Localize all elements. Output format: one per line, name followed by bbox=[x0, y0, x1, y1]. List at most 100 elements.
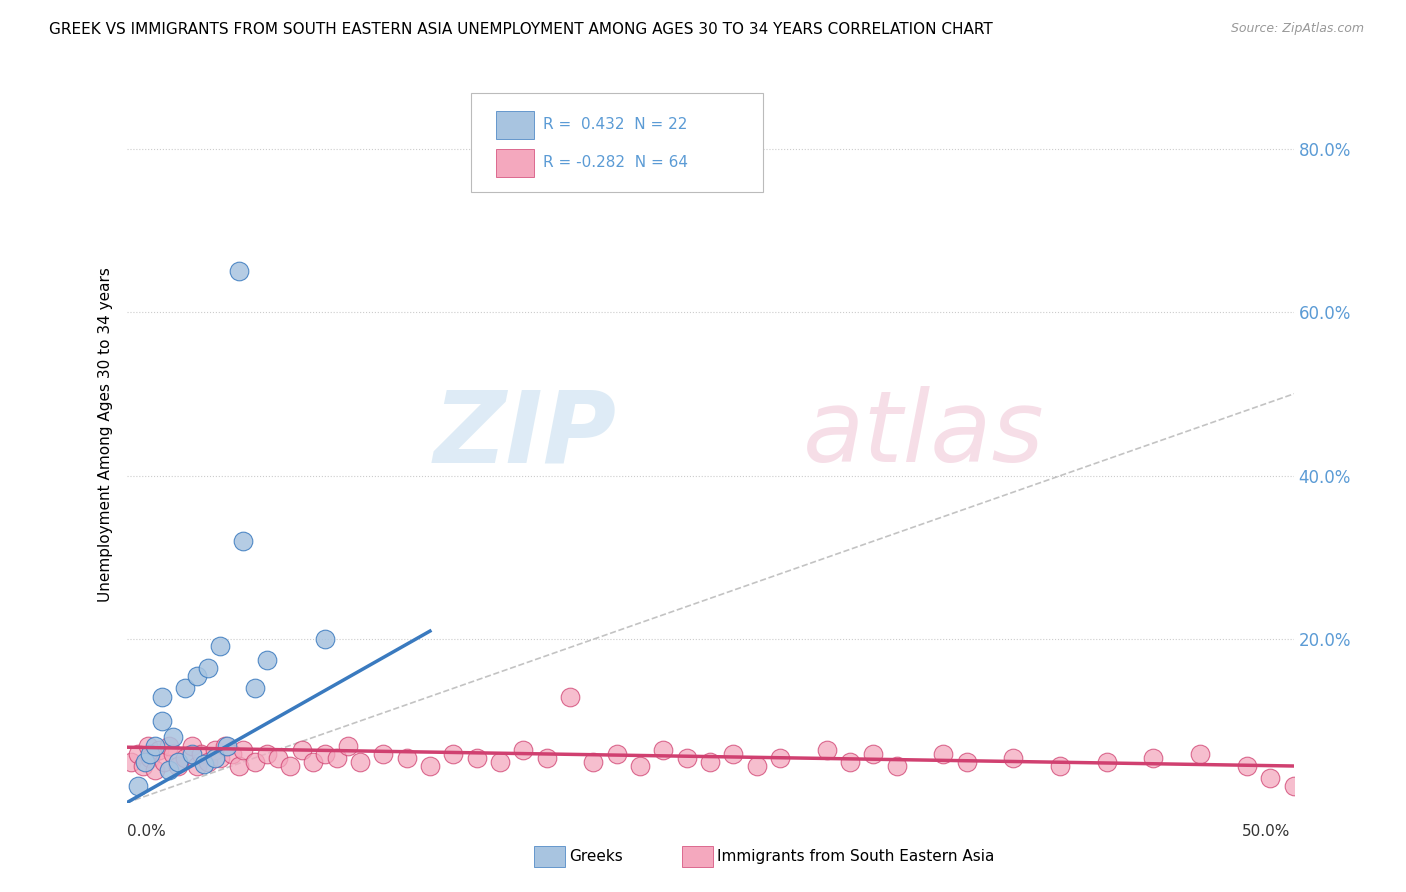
Point bbox=[290, 742, 312, 756]
Point bbox=[150, 690, 173, 704]
Point bbox=[120, 755, 142, 769]
Point bbox=[278, 759, 301, 773]
Point bbox=[186, 669, 208, 683]
Point bbox=[862, 747, 884, 761]
Text: Immigrants from South Eastern Asia: Immigrants from South Eastern Asia bbox=[717, 849, 994, 863]
Point bbox=[162, 731, 184, 745]
FancyBboxPatch shape bbox=[496, 149, 534, 178]
Point bbox=[127, 780, 149, 794]
Point bbox=[228, 264, 250, 278]
Point bbox=[232, 742, 254, 756]
Point bbox=[134, 755, 156, 769]
Point bbox=[208, 751, 231, 765]
Point bbox=[167, 759, 190, 773]
Point bbox=[373, 747, 395, 761]
Point bbox=[256, 653, 278, 667]
Point bbox=[267, 751, 290, 765]
Point bbox=[652, 742, 675, 756]
Text: 0.0%: 0.0% bbox=[127, 824, 166, 838]
Point bbox=[1095, 755, 1118, 769]
Point bbox=[302, 755, 325, 769]
Point bbox=[132, 759, 155, 773]
Point bbox=[232, 534, 254, 549]
Point bbox=[204, 751, 226, 765]
Point bbox=[1142, 751, 1164, 765]
Point bbox=[150, 714, 173, 728]
Point bbox=[143, 739, 166, 753]
Point bbox=[190, 747, 212, 761]
Point bbox=[1002, 751, 1025, 765]
Point bbox=[197, 661, 219, 675]
Point bbox=[1236, 759, 1258, 773]
Point bbox=[1189, 747, 1212, 761]
Point bbox=[127, 747, 149, 761]
FancyBboxPatch shape bbox=[496, 111, 534, 139]
Point bbox=[186, 759, 208, 773]
Point bbox=[699, 755, 721, 769]
Point bbox=[208, 639, 231, 653]
Point bbox=[1282, 780, 1305, 794]
Point bbox=[1258, 771, 1281, 786]
Text: R =  0.432  N = 22: R = 0.432 N = 22 bbox=[543, 117, 688, 132]
Y-axis label: Unemployment Among Ages 30 to 34 years: Unemployment Among Ages 30 to 34 years bbox=[97, 268, 112, 602]
Point bbox=[349, 755, 371, 769]
Point bbox=[839, 755, 862, 769]
Point bbox=[325, 751, 347, 765]
Point bbox=[143, 763, 166, 777]
Text: 50.0%: 50.0% bbox=[1243, 824, 1291, 838]
Point bbox=[180, 747, 202, 761]
Point bbox=[314, 632, 336, 647]
Point bbox=[582, 755, 605, 769]
Point bbox=[180, 739, 202, 753]
Point bbox=[395, 751, 418, 765]
Point bbox=[157, 763, 180, 777]
Point bbox=[174, 681, 197, 696]
Point bbox=[956, 755, 979, 769]
Point bbox=[1049, 759, 1071, 773]
Point bbox=[214, 739, 236, 753]
Point bbox=[228, 759, 250, 773]
Point bbox=[489, 755, 512, 769]
Point bbox=[441, 747, 464, 761]
Text: ZIP: ZIP bbox=[433, 386, 617, 483]
Point bbox=[139, 747, 162, 761]
Point bbox=[512, 742, 534, 756]
Text: Source: ZipAtlas.com: Source: ZipAtlas.com bbox=[1230, 22, 1364, 36]
Point bbox=[314, 747, 336, 761]
Point bbox=[204, 742, 226, 756]
Text: Greeks: Greeks bbox=[569, 849, 623, 863]
Point bbox=[606, 747, 628, 761]
Point bbox=[628, 759, 651, 773]
Point bbox=[769, 751, 792, 765]
Point bbox=[162, 747, 184, 761]
Text: GREEK VS IMMIGRANTS FROM SOUTH EASTERN ASIA UNEMPLOYMENT AMONG AGES 30 TO 34 YEA: GREEK VS IMMIGRANTS FROM SOUTH EASTERN A… bbox=[49, 22, 993, 37]
Point bbox=[558, 690, 581, 704]
Text: R = -0.282  N = 64: R = -0.282 N = 64 bbox=[543, 155, 688, 170]
Point bbox=[337, 739, 360, 753]
FancyBboxPatch shape bbox=[471, 93, 762, 192]
Point bbox=[157, 739, 180, 753]
Point bbox=[197, 755, 219, 769]
Point bbox=[148, 742, 170, 756]
Point bbox=[193, 756, 215, 771]
Point bbox=[723, 747, 745, 761]
Point bbox=[243, 681, 266, 696]
Point bbox=[153, 755, 176, 769]
Point bbox=[256, 747, 278, 761]
Point bbox=[167, 755, 190, 769]
Point bbox=[675, 751, 697, 765]
Point bbox=[419, 759, 441, 773]
Point bbox=[465, 751, 488, 765]
Point bbox=[745, 759, 768, 773]
Point bbox=[221, 747, 243, 761]
Point bbox=[139, 751, 162, 765]
Point bbox=[136, 739, 159, 753]
Point bbox=[243, 755, 266, 769]
Point bbox=[536, 751, 558, 765]
Point bbox=[815, 742, 838, 756]
Text: atlas: atlas bbox=[803, 386, 1045, 483]
Point bbox=[886, 759, 908, 773]
Point bbox=[215, 739, 238, 753]
Point bbox=[932, 747, 955, 761]
Point bbox=[174, 751, 197, 765]
